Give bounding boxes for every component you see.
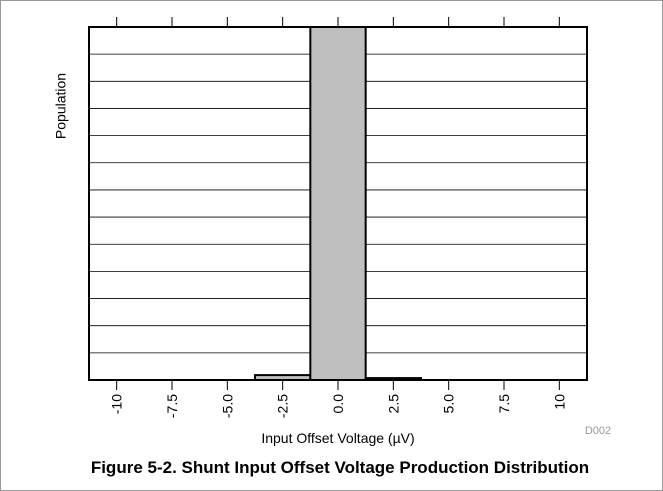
x-axis-label: Input Offset Voltage (µV) [261,430,414,446]
x-tick-label: -2.5 [275,394,291,418]
x-tick-label: 2.5 [385,394,401,414]
bar [309,26,367,381]
x-tick-label: 10 [551,394,567,410]
caption: Figure 5-2. Shunt Input Offset Voltage P… [91,458,589,477]
x-tick-label: -7.5 [164,394,180,418]
x-tick-label: 7.5 [496,394,512,414]
x-tick-label: 5.0 [441,394,457,414]
x-tick-label: 0.0 [330,394,346,414]
x-tick-label: -10 [109,394,125,414]
x-tick-label: -5.0 [219,394,235,418]
y-axis-label: Population [53,73,69,139]
note: D002 [585,425,611,437]
